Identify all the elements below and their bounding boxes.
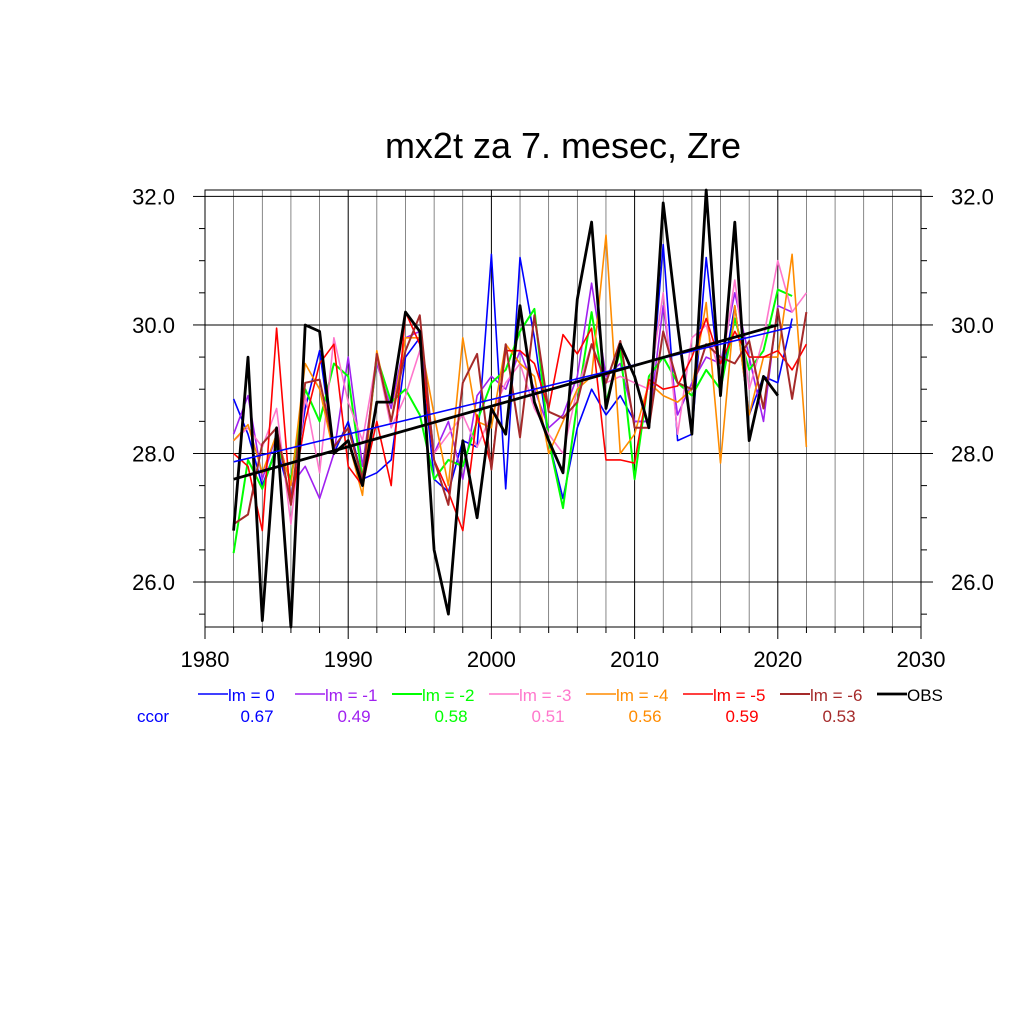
axes: 1980 1990 2000 2010 2020 2030 26.0 26.0 28.0 28.0… <box>132 184 994 672</box>
series-line <box>233 234 808 497</box>
y-tick-label-left: 28.0 <box>132 441 175 466</box>
legend-label: lm = -4 <box>616 686 668 705</box>
legend-ccor-value: 0.51 <box>531 707 564 726</box>
legend-label: lm = -5 <box>713 686 765 705</box>
legend: ccor lm = 0 0.67 lm = -1 0.49 lm = -2 0.58 lm =… <box>137 686 943 726</box>
x-tick-label: 2030 <box>897 647 946 672</box>
x-tick-label: 2010 <box>610 647 659 672</box>
series-lines <box>232 188 808 629</box>
legend-ccor-value: 0.49 <box>337 707 370 726</box>
x-tick-label: 1990 <box>324 647 373 672</box>
legend-label: OBS <box>907 686 943 705</box>
chart-title: mx2t za 7. mesec, Zre <box>385 125 741 166</box>
plot-frame <box>204 189 922 628</box>
legend-label: lm = -1 <box>325 686 377 705</box>
legend-ccor-value: 0.59 <box>725 707 758 726</box>
legend-label: lm = -3 <box>519 686 571 705</box>
y-tick-label-left: 26.0 <box>132 570 175 595</box>
series-line <box>232 188 779 629</box>
legend-ccor-value: 0.67 <box>240 707 273 726</box>
x-tick-label: 1980 <box>181 647 230 672</box>
legend-ccor-value: 0.56 <box>628 707 661 726</box>
trend-line <box>233 323 779 481</box>
y-tick-label-right: 30.0 <box>951 313 994 338</box>
y-tick-label-left: 32.0 <box>132 184 175 209</box>
legend-label: lm = 0 <box>228 686 275 705</box>
legend-ccor-value: 0.53 <box>822 707 855 726</box>
legend-label: lm = -2 <box>422 686 474 705</box>
legend-ccor-value: 0.58 <box>434 707 467 726</box>
series-line <box>233 311 808 532</box>
grid-lines <box>205 189 921 628</box>
x-tick-label: 2020 <box>753 647 802 672</box>
x-tick-label: 2000 <box>467 647 516 672</box>
y-tick-label-right: 26.0 <box>951 570 994 595</box>
ccor-label: ccor <box>137 707 169 726</box>
legend-label: lm = -6 <box>810 686 862 705</box>
trend-line <box>233 326 793 463</box>
y-tick-label-right: 32.0 <box>951 184 994 209</box>
y-tick-label-right: 28.0 <box>951 441 994 466</box>
y-tick-label-left: 30.0 <box>132 313 175 338</box>
